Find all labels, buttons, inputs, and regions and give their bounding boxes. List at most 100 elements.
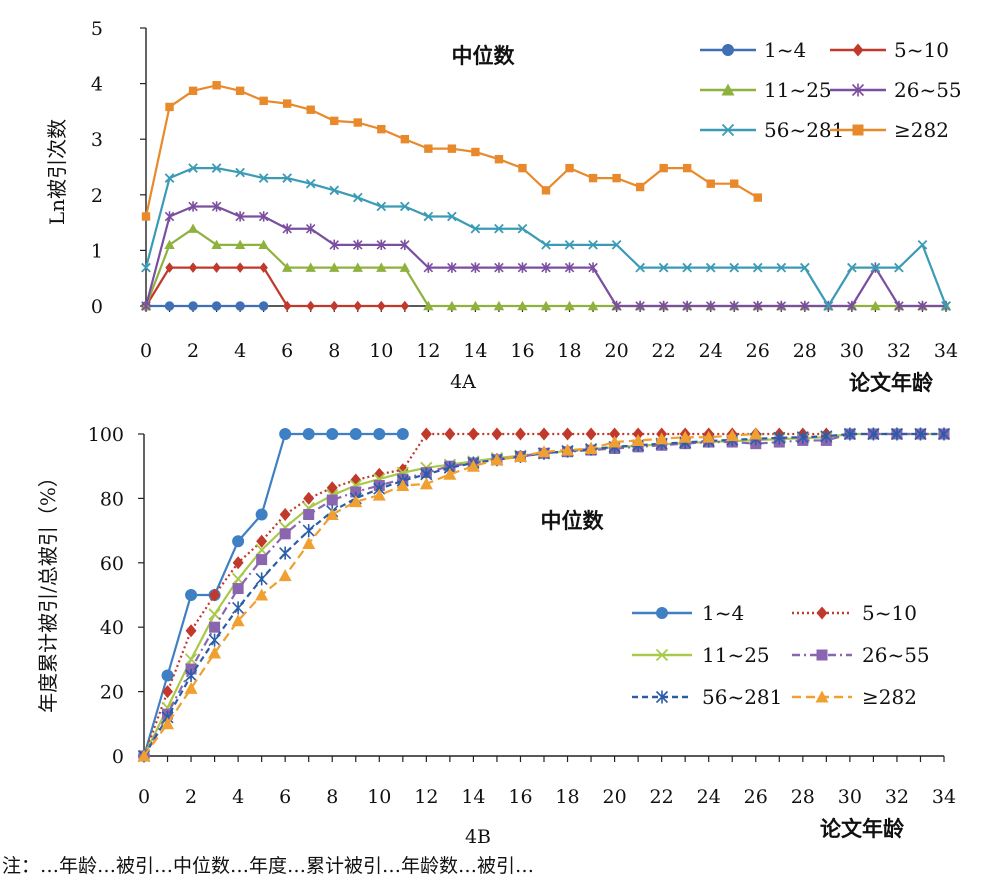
data-point	[659, 163, 668, 173]
y-tick-label: 0	[112, 746, 124, 768]
y-tick-label: 4	[91, 74, 103, 96]
x-tick-label: 24	[699, 340, 723, 362]
data-point	[165, 102, 174, 112]
data-point	[658, 300, 669, 312]
data-point	[541, 186, 551, 195]
data-point	[282, 173, 293, 183]
data-point	[306, 105, 315, 114]
data-point	[706, 179, 715, 188]
data-point	[517, 223, 528, 234]
data-point	[565, 163, 574, 173]
x-axis-label: 论文年龄	[820, 816, 905, 841]
data-point	[305, 262, 316, 272]
legend-swatch-marker	[655, 690, 669, 704]
data-point	[847, 262, 857, 273]
y-tick-label: 0	[91, 296, 103, 318]
data-point	[211, 301, 222, 311]
data-point	[234, 239, 246, 250]
data-point	[212, 81, 221, 90]
data-point	[258, 211, 269, 222]
data-point	[164, 211, 175, 222]
x-tick-label: 6	[279, 786, 291, 808]
data-point	[917, 240, 928, 250]
data-point	[282, 99, 292, 108]
x-tick-label: 30	[838, 786, 862, 808]
data-point	[705, 300, 716, 312]
data-point	[259, 262, 268, 273]
data-point	[141, 262, 151, 273]
legend-swatch-marker	[852, 124, 864, 136]
y-tick-label: 100	[88, 424, 124, 446]
data-point	[588, 262, 598, 273]
data-point	[609, 427, 621, 441]
data-point	[376, 201, 387, 212]
data-point	[352, 262, 363, 272]
x-tick-label: 8	[326, 786, 338, 808]
x-tick-label: 10	[367, 786, 391, 808]
data-point	[847, 300, 857, 312]
x-tick-label: 18	[557, 340, 581, 362]
x-axis-label: 论文年龄	[849, 370, 934, 395]
data-point	[705, 262, 716, 273]
data-point	[820, 429, 833, 443]
y-tick-label: 1	[91, 240, 103, 262]
x-tick-label: 32	[885, 786, 909, 808]
data-point	[424, 144, 433, 153]
data-point	[917, 300, 928, 312]
data-point	[470, 223, 481, 234]
data-point	[326, 428, 339, 440]
data-point	[493, 300, 505, 311]
legend-swatch-marker	[656, 607, 668, 619]
data-point	[256, 554, 268, 566]
data-point	[330, 116, 339, 126]
data-point	[232, 583, 244, 595]
data-point	[209, 621, 221, 633]
chart-title: 中位数	[452, 43, 516, 68]
data-point	[937, 427, 951, 441]
data-point	[514, 427, 526, 441]
data-point	[423, 211, 434, 222]
x-tick-label: 0	[140, 340, 152, 362]
data-point	[588, 173, 598, 183]
series-line	[145, 266, 405, 308]
data-point	[184, 681, 198, 694]
data-point	[305, 223, 316, 234]
x-tick-label: 10	[369, 340, 393, 362]
data-point	[471, 147, 480, 157]
chart-title: 中位数	[541, 508, 605, 533]
legend-label: 1~4	[764, 38, 806, 62]
data-point	[161, 717, 175, 730]
legend-swatch-marker	[852, 43, 864, 57]
data-point	[255, 543, 268, 557]
data-point	[232, 556, 244, 570]
data-point	[867, 427, 880, 441]
data-point	[682, 300, 692, 312]
data-point	[612, 173, 621, 183]
data-point	[377, 124, 386, 134]
data-point	[235, 262, 245, 273]
data-point	[419, 477, 433, 490]
data-point	[352, 192, 363, 203]
data-point	[894, 300, 904, 312]
data-point	[231, 614, 245, 627]
data-point	[537, 445, 551, 458]
data-point	[635, 182, 645, 192]
legend-label: 5~10	[862, 601, 917, 625]
series-line	[143, 432, 944, 757]
x-tick-label: 22	[650, 786, 674, 808]
data-point	[141, 300, 151, 312]
data-point	[141, 212, 151, 221]
data-point	[302, 428, 315, 440]
series-5~10	[138, 427, 832, 763]
data-point	[400, 239, 410, 251]
data-point	[326, 494, 338, 506]
data-point	[941, 301, 951, 311]
data-point	[353, 118, 362, 127]
data-point	[209, 588, 221, 602]
data-point	[776, 300, 787, 312]
x-tick-label: 34	[932, 786, 956, 808]
data-point	[446, 300, 458, 311]
x-tick-label: 26	[744, 786, 768, 808]
data-point	[279, 508, 291, 521]
